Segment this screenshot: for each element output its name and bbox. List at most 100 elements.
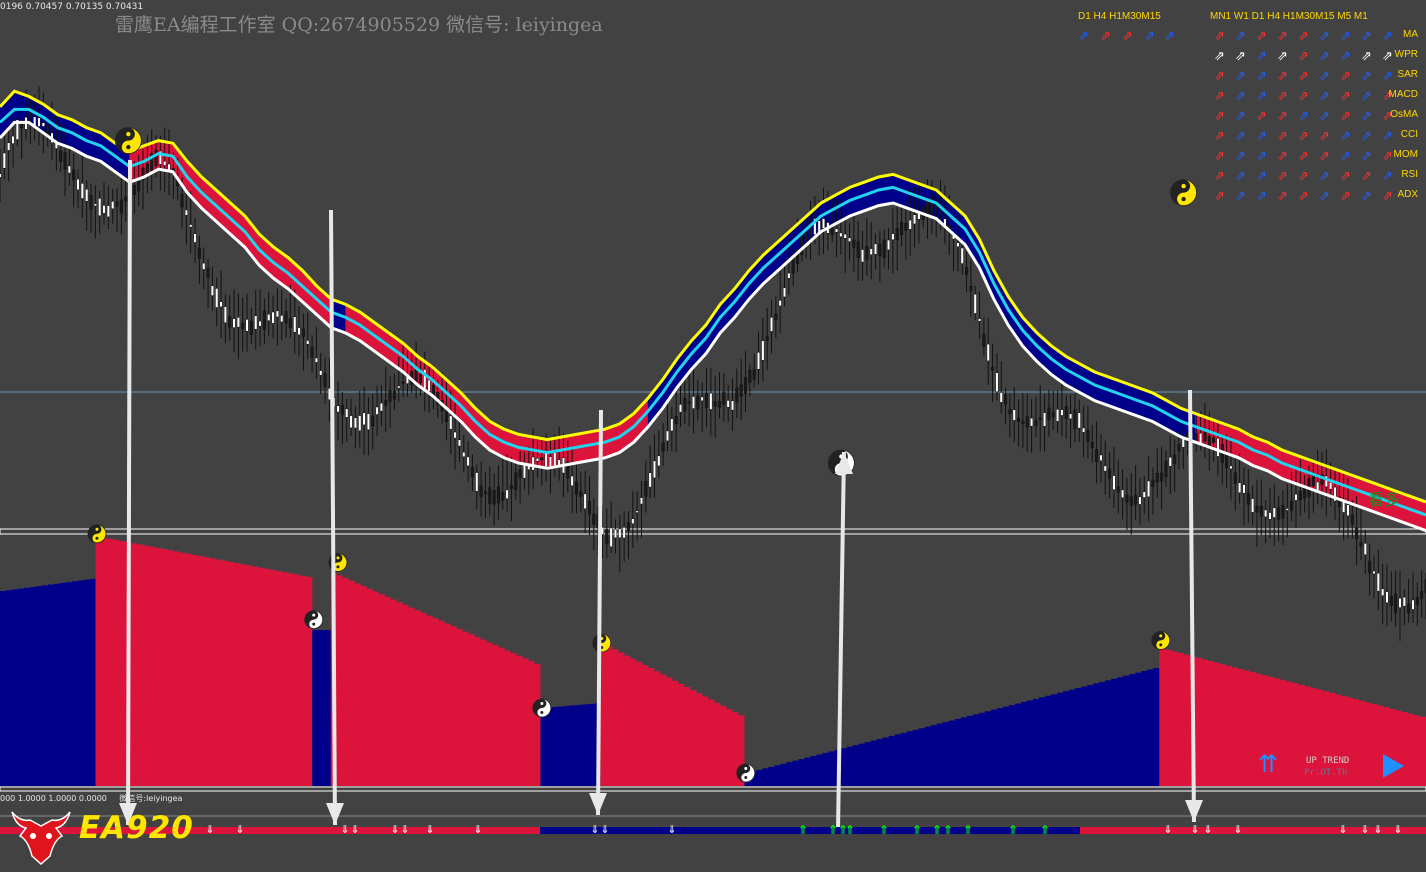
candle-body-74	[319, 370, 323, 376]
candle-body-65	[280, 315, 284, 323]
candle-body-208	[899, 222, 904, 235]
histogram-signal-icon-0-dot1	[95, 527, 99, 531]
candle-body-105	[453, 431, 457, 439]
candle-body-119	[514, 472, 518, 491]
candle-body-37	[158, 150, 162, 165]
candle-body-157	[678, 404, 683, 413]
candle-body-144	[622, 527, 626, 539]
candle-body-22	[93, 203, 97, 207]
candle-body-148	[639, 497, 644, 505]
indicator-label-adx: ADX	[1397, 189, 1418, 200]
candle-body-103	[444, 409, 448, 422]
candle-body-281	[1216, 438, 1220, 457]
candle-body-48	[206, 268, 210, 278]
signal-arrow-4	[1188, 389, 1196, 823]
dashboard-signal-icon-7-4: ⇗	[1298, 169, 1309, 184]
price-signal-icon-2-dot1	[1181, 183, 1186, 189]
candle-body-165	[713, 401, 717, 407]
dashboard-signal-icon-4-2: ⇗	[1256, 109, 1267, 124]
candle-body-280	[1212, 437, 1216, 443]
trend-label: UP TREND	[1306, 756, 1350, 766]
candle-body-288	[1246, 493, 1250, 505]
dashboard-signal-icon-2-8: ⇗	[1382, 69, 1393, 84]
watermark-text: 雷鹰EA编程工作室 QQ:2674905529 微信号: leiyingea	[115, 14, 603, 36]
candle-body-120	[518, 469, 522, 478]
candle-body-215	[930, 197, 934, 216]
dashboard-signal-icon-1-1: ⇗	[1235, 49, 1246, 64]
candle-body-137	[592, 513, 596, 525]
candle-body-141	[609, 527, 613, 548]
candle-body-97	[418, 373, 422, 383]
dashboard-signal-icon-0-2: ⇗	[1256, 29, 1267, 44]
timeframe-header-group2: MN1 W1 D1 H4 H1M30M15 M5 M1	[1210, 11, 1368, 22]
candle-body-54	[232, 318, 236, 328]
dashboard-signal-icon-3-7: ⇗	[1361, 89, 1372, 104]
candle-body-300	[1298, 491, 1302, 501]
candle-body-322	[1394, 593, 1398, 614]
histogram-segment-4	[540, 702, 601, 786]
candle-body-203	[878, 243, 882, 257]
dashboard-signal-icon-1-8: ⇗	[1382, 49, 1393, 64]
dashboard-signal-icon-4-3: ⇗	[1277, 109, 1288, 124]
candle-body-328	[1420, 590, 1424, 600]
candle-body-177	[765, 336, 769, 341]
candle-body-131	[566, 461, 570, 479]
candle-body-257	[1112, 475, 1116, 490]
candle-body-62	[267, 314, 271, 321]
candle-body-256	[1108, 468, 1112, 479]
up-arrow-marker-0: ⇑	[798, 823, 808, 837]
dashboard-signal-icon-5-4: ⇗	[1298, 129, 1309, 144]
play-icon[interactable]	[1383, 754, 1404, 778]
candle-body-127	[548, 456, 553, 467]
candle-body-205	[886, 239, 891, 251]
candle-body-199	[860, 249, 865, 263]
candle-body-211	[912, 214, 917, 225]
dashboard-signal-icon-3-0: ⇗	[1214, 89, 1225, 104]
histogram-segment-6	[744, 666, 1160, 786]
candle-body-10	[41, 122, 45, 127]
histogram-signal-icon-1-dot1	[312, 613, 316, 617]
candle-body-146	[631, 518, 635, 524]
dashboard-signal-icon-4-8: ⇗	[1382, 109, 1393, 124]
candle-body-83	[358, 415, 362, 432]
dashboard-g1-signal-icon-1: ⇗	[1100, 29, 1111, 44]
down-arrow-marker-2: ⇓	[340, 823, 349, 836]
candle-body-209	[904, 222, 908, 231]
dashboard-signal-icon-3-3: ⇗	[1277, 89, 1288, 104]
ma-line-2	[0, 120, 1426, 533]
candle-body-50	[215, 288, 219, 308]
candle-body-42	[180, 194, 184, 208]
candle-body-308	[1333, 486, 1337, 502]
dashboard-g1-signal-icon-2: ⇗	[1122, 29, 1133, 44]
dashboard-signal-icon-2-0: ⇗	[1214, 69, 1225, 84]
candle-body-222	[960, 247, 964, 264]
candle-body-164	[709, 392, 713, 410]
candle-body-45	[193, 233, 197, 243]
dashboard-signal-icon-7-6: ⇗	[1340, 169, 1351, 184]
up-arrow-marker-1: ⇑	[828, 823, 838, 837]
candle-body-47	[202, 262, 206, 270]
panel-separator-1	[0, 528, 1426, 535]
candle-body-235	[1017, 417, 1021, 422]
dashboard-g1-signal-icon-4: ⇗	[1164, 29, 1175, 44]
candle-body-266	[1151, 479, 1155, 487]
candle-body-29	[124, 196, 128, 202]
dashboard-signal-icon-3-5: ⇗	[1319, 89, 1330, 104]
candle-body-18	[76, 178, 80, 191]
candle-body-324	[1402, 596, 1406, 607]
dashboard-signal-icon-2-1: ⇗	[1235, 69, 1246, 84]
dashboard-signal-icon-4-1: ⇗	[1235, 109, 1246, 124]
dashboard-signal-icon-8-5: ⇗	[1319, 189, 1330, 204]
dashboard-signal-icon-7-5: ⇗	[1319, 169, 1330, 184]
candle-body-112	[483, 491, 487, 494]
candle-body-153	[661, 442, 665, 452]
candle-body-197	[852, 239, 856, 248]
dashboard-signal-icon-0-3: ⇗	[1277, 29, 1288, 44]
candle-body-21	[89, 195, 93, 210]
trend-bar-bull	[540, 827, 1080, 834]
histogram-signal-icon-6-dot2	[1159, 643, 1163, 647]
candle-body-229	[991, 367, 995, 371]
timeframe-header-group1: D1 H4 H1M30M15	[1078, 11, 1161, 22]
candle-body-109	[470, 466, 474, 477]
candle-body-267	[1155, 473, 1159, 483]
